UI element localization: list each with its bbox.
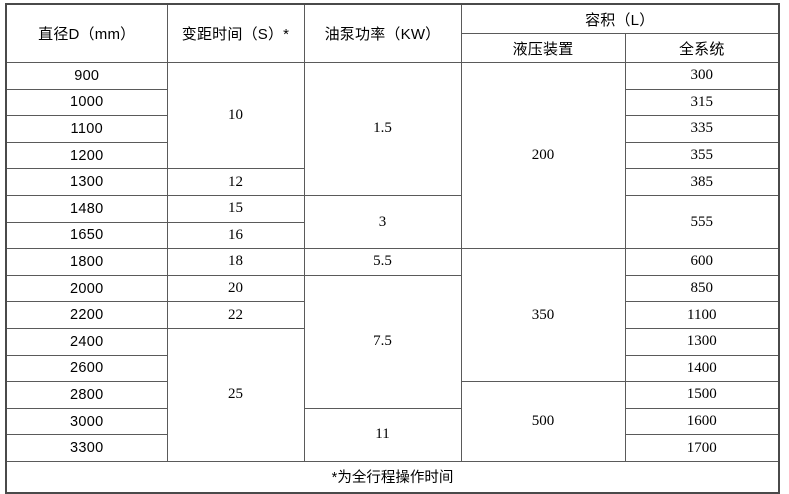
cell-shift-time: 12 (166, 168, 305, 196)
cell-diameter: 1650 (5, 221, 168, 250)
table-row: 900 10 1.5 200 300 (5, 61, 780, 250)
table-body: 900 10 1.5 200 300 1000 315 1100 335 1200 355 1300 1… (5, 61, 780, 462)
cell-volume-system: 555 (624, 194, 780, 250)
cell-diameter: 1800 (5, 248, 168, 276)
table-header: 直径D（mm） 变距时间（S）* 油泵功率（KW） 容积（L） 液压装置 全系统 (5, 3, 780, 63)
cell-diameter: 3300 (5, 434, 168, 462)
table-row: 3300 1700 (5, 434, 780, 462)
column-header-diameter: 直径D（mm） (5, 3, 168, 63)
table-row: 2000 20 7.5 850 (5, 274, 780, 409)
cell-volume-system: 600 (624, 248, 780, 276)
cell-volume-system: 1300 (624, 327, 780, 356)
cell-volume-hydraulic: 350 (460, 248, 626, 383)
cell-volume-hydraulic: 200 (460, 61, 626, 250)
column-header-shift-time: 变距时间（S）* (166, 3, 305, 63)
table-row: 1800 18 5.5 350 600 (5, 248, 780, 383)
cell-diameter: 1000 (5, 88, 168, 117)
cell-diameter: 2200 (5, 301, 168, 329)
specification-table: 直径D（mm） 变距时间（S）* 油泵功率（KW） 容积（L） 液压装置 全系统… (5, 3, 780, 494)
cell-volume-system: 850 (624, 274, 780, 303)
cell-pump-power: 3 (303, 194, 462, 250)
cell-pump-power: 11 (303, 407, 462, 462)
cell-volume-system: 355 (624, 141, 780, 170)
header-row-primary: 直径D（mm） 变距时间（S）* 油泵功率（KW） 容积（L） (5, 3, 780, 63)
cell-volume-hydraulic: 500 (460, 381, 626, 462)
table-row: 1100 335 (5, 115, 780, 143)
cell-volume-system: 1600 (624, 407, 780, 436)
cell-diameter: 1480 (5, 194, 168, 223)
cell-diameter: 2000 (5, 274, 168, 303)
cell-pump-power: 5.5 (303, 248, 462, 276)
column-header-volume-system: 全系统 (624, 33, 780, 63)
cell-diameter: 900 (5, 62, 168, 90)
cell-volume-system: 1700 (624, 434, 780, 462)
cell-shift-time: 25 (166, 327, 305, 462)
cell-volume-system: 315 (624, 88, 780, 117)
footnote-text: *为全行程操作时间 (5, 460, 780, 494)
footnote-row: *为全行程操作时间 (5, 460, 780, 494)
header-row-secondary: 液压装置 全系统 (6, 33, 780, 63)
cell-shift-time: 22 (166, 301, 305, 329)
cell-volume-system: 1100 (624, 301, 780, 329)
cell-diameter: 2400 (5, 327, 168, 356)
cell-diameter: 1200 (5, 141, 168, 170)
column-header-pump-power: 油泵功率（KW） (303, 3, 462, 63)
spec-table-container: 直径D（mm） 变距时间（S）* 油泵功率（KW） 容积（L） 液压装置 全系统… (5, 3, 780, 494)
cell-pump-power: 7.5 (303, 274, 462, 409)
table-row: 2800 500 1500 (5, 381, 780, 462)
table-row: 1650 16 (5, 221, 779, 250)
cell-volume-system: 1500 (624, 381, 780, 409)
cell-volume-system: 300 (624, 62, 780, 90)
table-row: 1300 12 385 (5, 168, 780, 196)
cell-shift-time: 15 (166, 194, 305, 223)
cell-shift-time: 20 (166, 274, 305, 303)
cell-diameter: 2600 (5, 354, 168, 383)
table-row: 1480 15 3 555 (5, 194, 780, 250)
cell-diameter: 3000 (5, 407, 168, 436)
cell-volume-system: 335 (624, 115, 780, 143)
cell-volume-system: 1400 (624, 354, 780, 383)
table-row: 3000 11 1600 (5, 407, 780, 462)
cell-diameter: 2800 (5, 381, 168, 409)
cell-pump-power: 1.5 (303, 62, 462, 196)
column-header-volume-hydraulic: 液压装置 (460, 33, 626, 63)
table-row: 2200 22 1100 (5, 301, 780, 329)
table-row: 2600 1400 (5, 354, 780, 383)
cell-shift-time: 18 (166, 248, 305, 276)
cell-diameter: 1100 (5, 115, 168, 143)
cell-volume-system: 385 (624, 168, 780, 196)
cell-diameter: 1300 (5, 168, 168, 196)
cell-shift-time: 16 (166, 221, 305, 250)
column-header-volume: 容积（L） (460, 3, 780, 34)
table-footer: *为全行程操作时间 (5, 460, 780, 494)
table-row: 1200 355 (5, 141, 780, 170)
table-row: 2400 25 1300 (5, 327, 780, 462)
cell-shift-time: 10 (166, 61, 305, 170)
